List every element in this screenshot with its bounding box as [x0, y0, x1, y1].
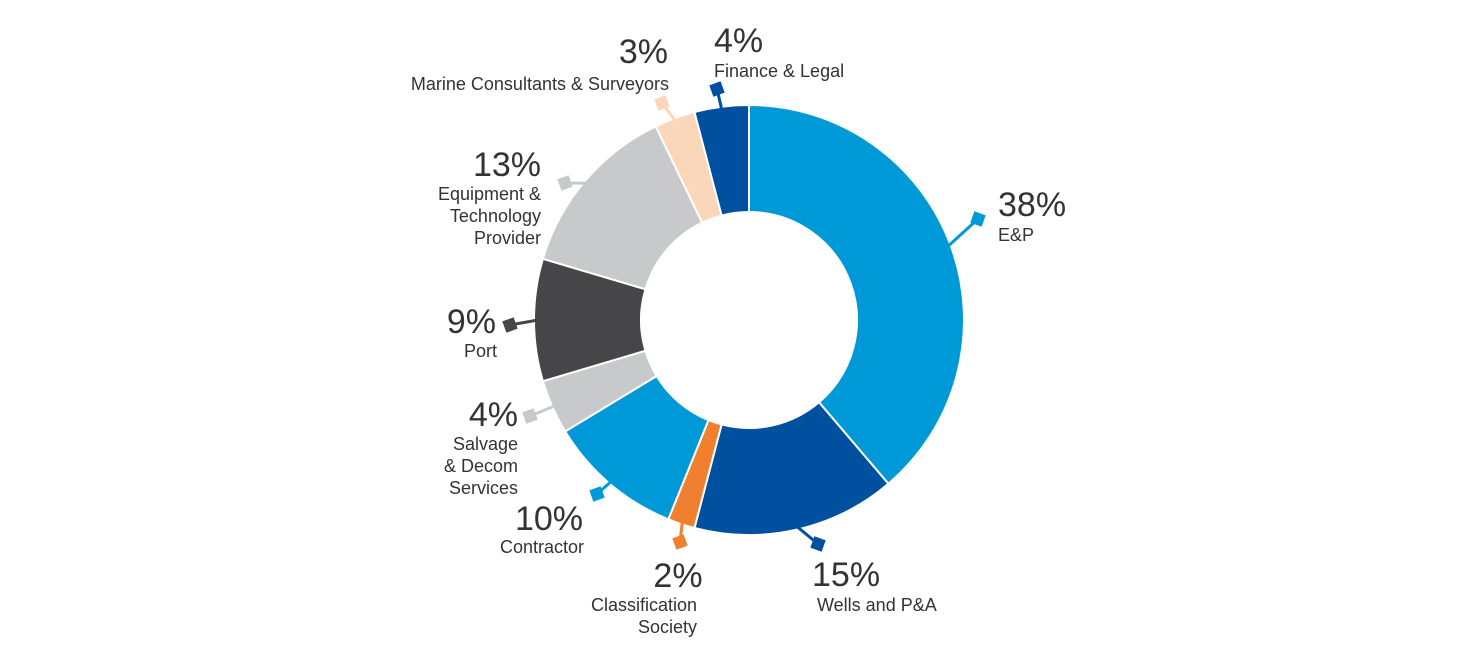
leader-line-e-p — [946, 217, 980, 249]
value-label-marine-consultants-surveyors: 3% — [619, 33, 668, 71]
leader-marker-finance-legal — [709, 81, 725, 97]
category-label-line: Contractor — [500, 537, 584, 557]
value-label-equipment-technology-provider: 13% — [473, 146, 541, 184]
leaders-group — [502, 81, 986, 552]
leader-marker-contractor — [589, 486, 605, 502]
value-label-contractor: 10% — [515, 500, 583, 538]
leader-marker-e-p — [970, 211, 986, 227]
category-label-port: Port — [464, 341, 497, 361]
category-label-finance-legal: Finance & Legal — [714, 61, 844, 81]
leader-marker-equipment-technology-provider — [557, 175, 573, 191]
value-label-e-p: 38% — [998, 186, 1066, 224]
labels-group: 38%E&P 15%Wells and P&A 2%Classification So… — [411, 22, 1066, 637]
category-label-line: Equipment & — [438, 184, 541, 204]
value-label-wells-and-p-a: 15% — [812, 556, 880, 594]
category-label-classification-society: Classification Society — [591, 595, 697, 637]
slice-e-p — [748, 103, 965, 486]
category-label-marine-consultants-surveyors: Marine Consultants & Surveyors — [411, 74, 669, 94]
category-label-equipment-technology-provider: Equipment & Technology Provider — [438, 184, 541, 248]
category-label-line: Finance & Legal — [714, 61, 844, 81]
category-label-contractor: Contractor — [500, 537, 584, 557]
category-label-wells-and-p-a: Wells and P&A — [817, 595, 937, 615]
slice-finance-legal — [693, 103, 750, 217]
slices-group — [533, 103, 965, 536]
category-label-line: Salvage — [453, 434, 518, 454]
value-label-salvage-decom-services: 4% — [469, 396, 518, 434]
category-label-line: Technology — [450, 206, 541, 226]
category-label-line: E&P — [998, 225, 1034, 245]
category-label-line: Services — [449, 478, 518, 498]
value-label-finance-legal: 4% — [714, 22, 763, 60]
category-label-e-p: E&P — [998, 225, 1034, 245]
category-label-line: & Decom — [444, 456, 518, 476]
value-label-classification-society: 2% — [653, 557, 702, 595]
category-label-line: Provider — [474, 228, 541, 248]
category-label-line: Society — [638, 617, 697, 637]
category-label-line: Port — [464, 341, 497, 361]
category-label-line: Marine Consultants & Surveyors — [411, 74, 669, 94]
category-label-salvage-decom-services: Salvage & Decom Services — [444, 434, 518, 498]
leader-marker-marine-consultants-surveyors — [654, 95, 670, 111]
category-label-line: Wells and P&A — [817, 595, 937, 615]
category-label-line: Classification — [591, 595, 697, 615]
leader-marker-port — [502, 317, 518, 333]
leader-marker-classification-society — [672, 534, 688, 550]
leader-marker-salvage-decom-services — [522, 408, 538, 424]
value-label-port: 9% — [447, 303, 496, 341]
leader-marker-wells-and-p-a — [810, 536, 826, 552]
slice-wells-and-p-a — [693, 400, 890, 536]
